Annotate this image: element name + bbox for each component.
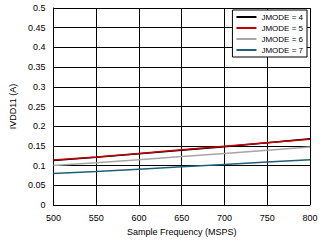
svg-text:0.05: 0.05 [28,180,46,190]
svg-text:0.1: 0.1 [33,161,46,171]
svg-text:JMODE = 5: JMODE = 5 [261,24,303,33]
svg-text:800: 800 [302,213,317,223]
svg-text:500: 500 [46,213,61,223]
svg-text:0.4: 0.4 [33,42,46,52]
svg-text:700: 700 [217,213,232,223]
svg-text:Sample Frequency (MSPS): Sample Frequency (MSPS) [127,227,237,237]
svg-text:0.45: 0.45 [28,23,46,33]
svg-text:650: 650 [174,213,189,223]
svg-text:0.25: 0.25 [28,102,46,112]
svg-text:550: 550 [89,213,104,223]
svg-text:JMODE = 6: JMODE = 6 [261,35,303,44]
svg-text:0.5: 0.5 [33,3,46,13]
svg-text:0.35: 0.35 [28,62,46,72]
svg-text:JMODE = 4: JMODE = 4 [261,13,303,22]
svg-text:0.2: 0.2 [33,121,46,131]
svg-text:0: 0 [40,200,45,210]
svg-text:750: 750 [260,213,275,223]
svg-text:JMODE = 7: JMODE = 7 [261,46,303,55]
svg-text:IVDD11 (A): IVDD11 (A) [8,84,18,129]
svg-text:0.3: 0.3 [33,82,46,92]
svg-text:600: 600 [131,213,146,223]
svg-text:0.15: 0.15 [28,141,46,151]
